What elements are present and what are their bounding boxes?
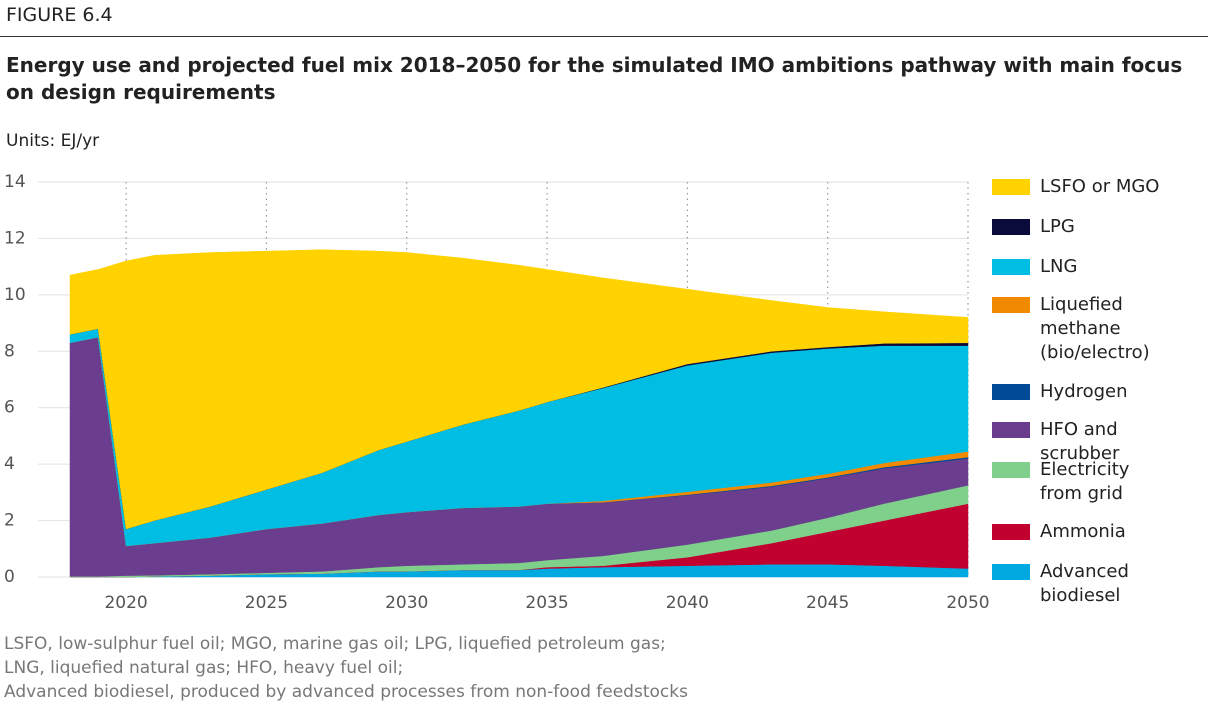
legend-item: Hydrogen <box>992 380 1168 404</box>
legend-item: Electricity from grid <box>992 458 1168 506</box>
legend-label: Liquefied methane (bio/electro) <box>1040 294 1150 363</box>
x-tick-label: 2030 <box>385 593 428 613</box>
legend-label: Ammonia <box>1040 521 1126 542</box>
note: LNG, liquefied natural gas; HFO, heavy f… <box>4 658 404 678</box>
x-tick-label: 2020 <box>104 593 147 613</box>
legend-swatch <box>992 564 1030 580</box>
y-tick-label: 14 <box>4 172 26 192</box>
x-tick-label: 2045 <box>806 593 849 613</box>
x-tick-label: 2050 <box>946 593 989 613</box>
legend-label: LNG <box>1040 256 1078 277</box>
legend-swatch <box>992 524 1030 540</box>
legend-item: LNG <box>992 255 1168 279</box>
legend-label: LPG <box>1040 216 1075 237</box>
note: LSFO, low-sulphur fuel oil; MGO, marine … <box>4 634 666 654</box>
legend-label: Hydrogen <box>1040 381 1128 402</box>
legend-swatch <box>992 462 1030 478</box>
legend-item: LPG <box>992 215 1168 239</box>
legend-swatch <box>992 179 1030 195</box>
y-tick-label: 12 <box>4 228 26 248</box>
x-tick-label: 2035 <box>525 593 568 613</box>
y-tick-label: 4 <box>4 454 15 474</box>
rule <box>0 36 1208 37</box>
legend-label: LSFO or MGO <box>1040 176 1160 197</box>
units-label: Units: EJ/yr <box>6 131 100 151</box>
area <box>69 249 969 530</box>
figure-label: FIGURE 6.4 <box>6 4 113 26</box>
legend-swatch <box>992 219 1030 235</box>
legend-label: HFO and scrubber <box>1040 419 1120 464</box>
note: Advanced biodiesel, produced by advanced… <box>4 682 688 702</box>
legend-item: Ammonia <box>992 520 1168 544</box>
y-tick-label: 6 <box>4 398 15 418</box>
legend-item: Advanced biodiesel <box>992 560 1168 608</box>
y-tick-label: 0 <box>4 567 15 587</box>
legend-swatch <box>992 422 1030 438</box>
legend-swatch <box>992 297 1030 313</box>
x-tick-label: 2025 <box>245 593 288 613</box>
chart-title: Energy use and projected fuel mix 2018–2… <box>6 53 1183 104</box>
legend-item: HFO and scrubber <box>992 418 1168 466</box>
legend-swatch <box>992 259 1030 275</box>
notes: LSFO, low-sulphur fuel oil; MGO, marine … <box>4 632 688 704</box>
legend-swatch <box>992 384 1030 400</box>
y-tick-label: 8 <box>4 341 15 361</box>
legend-item: Liquefied methane (bio/electro) <box>992 293 1168 365</box>
x-tick-label: 2040 <box>666 593 709 613</box>
y-tick-label: 2 <box>4 511 15 531</box>
legend-item: LSFO or MGO <box>992 175 1168 199</box>
legend-label: Advanced biodiesel <box>1040 561 1129 606</box>
y-tick-label: 10 <box>4 285 26 305</box>
legend-label: Electricity from grid <box>1040 459 1130 504</box>
